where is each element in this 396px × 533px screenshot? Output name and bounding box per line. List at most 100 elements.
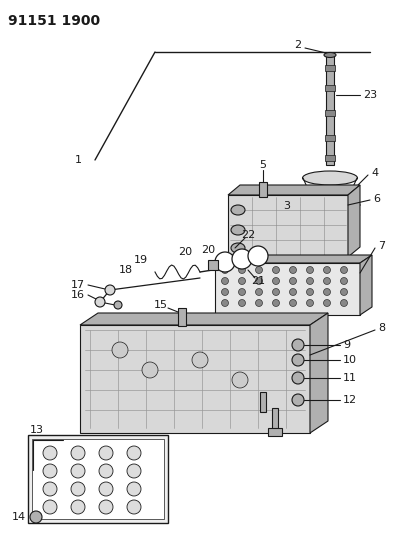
Circle shape	[289, 266, 297, 273]
Ellipse shape	[231, 243, 245, 253]
Text: 10: 10	[343, 355, 357, 365]
Circle shape	[30, 511, 42, 523]
Circle shape	[324, 278, 331, 285]
Circle shape	[255, 266, 263, 273]
Ellipse shape	[300, 200, 360, 210]
Bar	[215, 263, 360, 315]
Bar	[325, 155, 335, 161]
Circle shape	[43, 464, 57, 478]
Text: 91151 1900: 91151 1900	[8, 14, 100, 28]
Circle shape	[289, 300, 297, 306]
Bar	[228, 195, 348, 257]
Circle shape	[114, 301, 122, 309]
Text: 8: 8	[378, 323, 385, 333]
Bar	[28, 435, 168, 523]
Text: 7: 7	[378, 241, 385, 251]
Text: 12: 12	[343, 395, 357, 405]
Circle shape	[341, 288, 348, 295]
Bar	[272, 408, 278, 430]
Circle shape	[307, 266, 314, 273]
Circle shape	[221, 278, 228, 285]
Circle shape	[221, 266, 228, 273]
Text: 20: 20	[201, 245, 215, 255]
Circle shape	[192, 352, 208, 368]
Bar	[32, 439, 164, 519]
Text: 15: 15	[154, 300, 168, 310]
Text: 4: 4	[371, 168, 378, 178]
Circle shape	[307, 288, 314, 295]
Circle shape	[127, 482, 141, 496]
Circle shape	[127, 446, 141, 460]
Circle shape	[289, 278, 297, 285]
Circle shape	[232, 249, 252, 269]
Text: 23: 23	[363, 90, 377, 100]
Circle shape	[127, 500, 141, 514]
Circle shape	[71, 464, 85, 478]
Circle shape	[99, 464, 113, 478]
Circle shape	[307, 278, 314, 285]
Text: 17: 17	[71, 280, 85, 290]
Circle shape	[341, 266, 348, 273]
Circle shape	[238, 266, 246, 273]
Ellipse shape	[324, 52, 336, 58]
Text: 19: 19	[134, 255, 148, 265]
Text: 21: 21	[251, 276, 265, 286]
Bar	[208, 260, 218, 270]
Circle shape	[221, 300, 228, 306]
Bar	[80, 325, 310, 433]
Circle shape	[272, 266, 280, 273]
Text: 3: 3	[283, 201, 290, 211]
Text: 22: 22	[241, 230, 255, 240]
Circle shape	[71, 482, 85, 496]
Text: 16: 16	[71, 290, 85, 300]
Polygon shape	[215, 255, 372, 263]
Circle shape	[292, 354, 304, 366]
Circle shape	[43, 482, 57, 496]
Circle shape	[289, 288, 297, 295]
Bar	[260, 392, 266, 412]
Bar	[325, 85, 335, 91]
Bar	[268, 428, 282, 436]
Text: 13: 13	[30, 425, 44, 435]
Circle shape	[292, 394, 304, 406]
Circle shape	[142, 362, 158, 378]
Circle shape	[99, 500, 113, 514]
Circle shape	[43, 500, 57, 514]
Circle shape	[341, 278, 348, 285]
Circle shape	[272, 288, 280, 295]
Circle shape	[292, 339, 304, 351]
Circle shape	[324, 266, 331, 273]
Bar	[326, 55, 334, 165]
Ellipse shape	[231, 205, 245, 215]
Circle shape	[221, 288, 228, 295]
Circle shape	[292, 372, 304, 384]
Circle shape	[127, 464, 141, 478]
Text: 2: 2	[294, 40, 301, 50]
Circle shape	[71, 500, 85, 514]
Text: 18: 18	[119, 265, 133, 275]
Ellipse shape	[303, 171, 358, 185]
Circle shape	[43, 446, 57, 460]
Text: 5: 5	[259, 160, 267, 170]
Polygon shape	[80, 313, 328, 325]
Text: 11: 11	[343, 373, 357, 383]
Circle shape	[99, 482, 113, 496]
Circle shape	[238, 288, 246, 295]
Ellipse shape	[231, 225, 245, 235]
Text: 6: 6	[373, 194, 380, 204]
Circle shape	[238, 278, 246, 285]
Circle shape	[99, 446, 113, 460]
Circle shape	[238, 300, 246, 306]
Polygon shape	[360, 255, 372, 315]
Circle shape	[341, 300, 348, 306]
Circle shape	[255, 278, 263, 285]
Circle shape	[272, 278, 280, 285]
Bar	[325, 110, 335, 116]
Text: 14: 14	[12, 512, 26, 522]
Polygon shape	[228, 185, 360, 195]
Circle shape	[324, 300, 331, 306]
Bar	[178, 308, 186, 326]
Circle shape	[272, 300, 280, 306]
Circle shape	[71, 446, 85, 460]
Text: 20: 20	[178, 247, 192, 257]
